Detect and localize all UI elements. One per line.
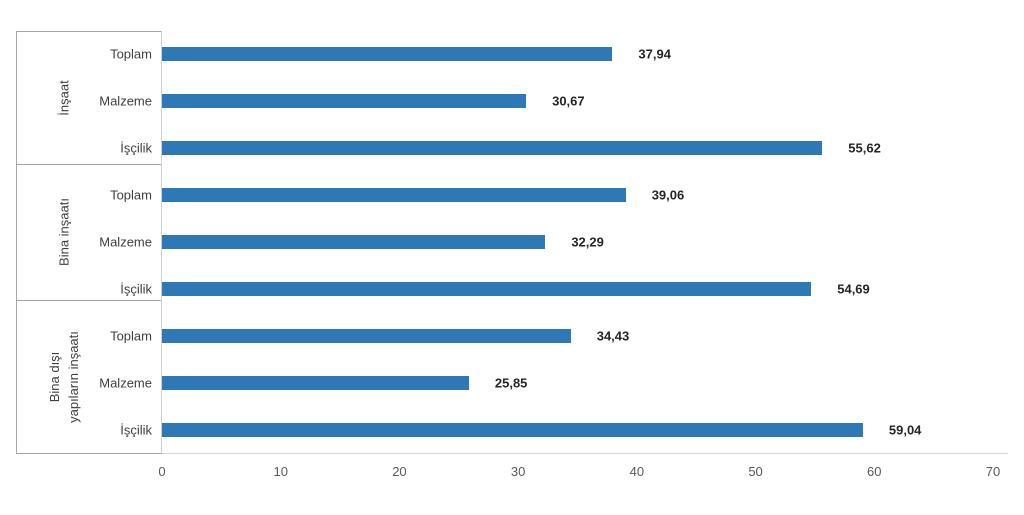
value-label: 25,85	[494, 375, 528, 391]
x-tick-label: 40	[629, 464, 645, 479]
category-label: Malzeme	[99, 93, 152, 109]
value-label: 30,67	[552, 93, 585, 109]
x-tick-label: 0	[158, 464, 166, 479]
value-label: 55,62	[848, 140, 881, 156]
value-label: 34,43	[596, 328, 630, 344]
x-tick-label: 20	[392, 464, 407, 479]
bar	[162, 235, 546, 249]
category-label: Toplam	[110, 328, 152, 344]
category-label: Toplam	[110, 46, 152, 62]
category-label: İşçilik	[120, 140, 152, 156]
bar	[162, 375, 469, 390]
value-label: 59,04	[888, 422, 922, 438]
category-area-bottom-border	[16, 453, 162, 454]
bar	[162, 328, 571, 343]
category-label: İşçilik	[120, 281, 152, 297]
category-label: Malzeme	[99, 234, 152, 250]
category-area-left-border	[16, 31, 17, 453]
x-axis-line	[162, 453, 1008, 454]
value-label: 54,69	[837, 281, 870, 297]
bar	[162, 141, 823, 156]
x-tick-label: 70	[985, 464, 1001, 479]
value-label: 37,94	[638, 46, 671, 62]
value-label: 39,06	[651, 187, 685, 203]
x-tick-label: 50	[748, 464, 763, 479]
category-label: Toplam	[110, 187, 152, 203]
x-tick-label: 60	[867, 464, 882, 479]
bar	[162, 188, 626, 203]
bar	[162, 281, 812, 296]
group-separator-line	[16, 164, 162, 165]
bar	[162, 47, 613, 62]
x-tick-label: 10	[273, 464, 288, 479]
group-separator-line	[16, 300, 162, 301]
x-tick-label: 30	[510, 464, 526, 479]
category-label: Malzeme	[99, 375, 152, 391]
group-label: Bina inşaatı	[56, 198, 72, 266]
category-area-top-border	[16, 31, 162, 32]
value-label: 32,29	[571, 234, 604, 250]
bar	[162, 94, 527, 109]
bar	[162, 422, 863, 437]
category-label: İşçilik	[120, 422, 152, 438]
category-axis-line	[161, 31, 162, 453]
